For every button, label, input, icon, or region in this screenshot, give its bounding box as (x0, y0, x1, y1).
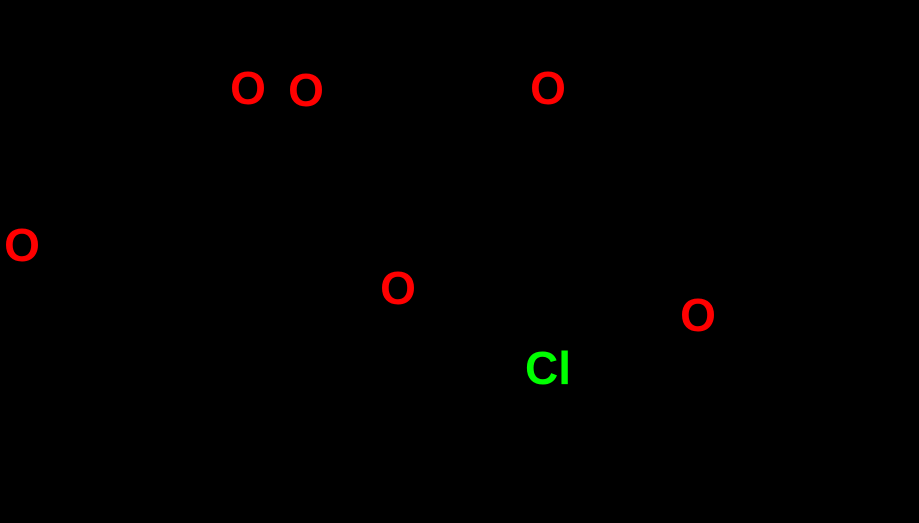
bond-OR3-Me (205, 40, 229, 67)
bond-R5-Oeth (323, 245, 374, 274)
bond-carb-S1 (398, 115, 473, 158)
bond-S4-S5 (548, 245, 623, 288)
molecule-diagram: OOOOOClO (0, 0, 919, 523)
bond-OS2-Me (567, 40, 592, 67)
bond-S3-T1 (623, 115, 698, 158)
atom-O-ether: O (380, 262, 416, 314)
bond-R2-R3 (173, 115, 248, 158)
bond-T2-Me (773, 115, 848, 158)
atom-O-s2-methoxy: O (530, 62, 566, 114)
atom-O-t4-methoxy: O (680, 289, 716, 341)
bond-T3-T4 (698, 245, 773, 288)
atom-O-left: O (4, 219, 40, 271)
bond-OT4-Me (722, 329, 773, 358)
bond-Oeth-S6 (422, 245, 473, 274)
atom-Cl: Cl (525, 342, 571, 394)
bond-T1-T2 (698, 115, 773, 158)
atom-O-r3-methoxy: O (230, 62, 266, 114)
bond-S2-S3 (548, 115, 623, 158)
atom-O-carbonyl: O (288, 64, 324, 116)
bond-ald-R1 (98, 245, 173, 288)
bond-T4-S4 (623, 245, 698, 288)
bond-R6-R1 (173, 245, 248, 288)
